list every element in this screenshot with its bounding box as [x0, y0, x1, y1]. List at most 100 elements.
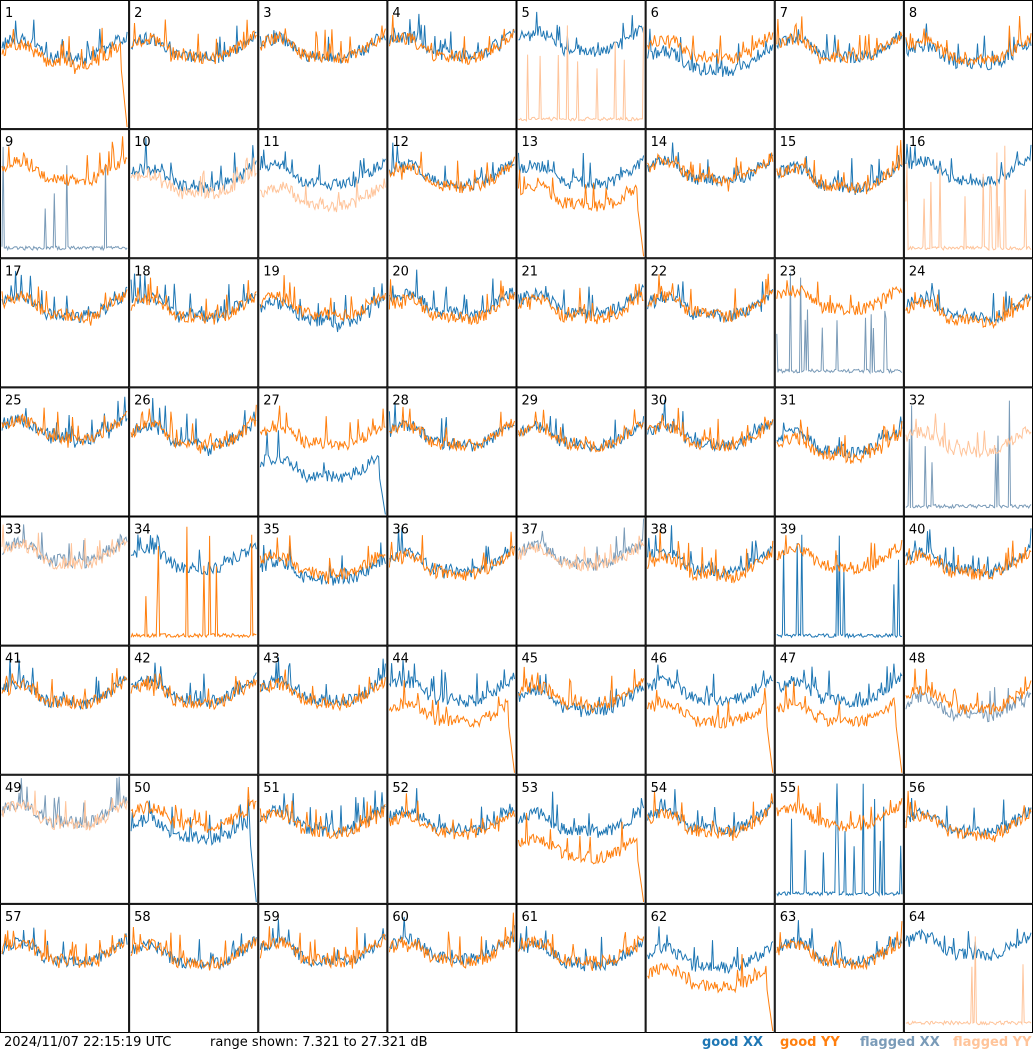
- series-yy-line: [388, 151, 515, 194]
- tile-number: 46: [651, 652, 668, 667]
- series-xx-line: [259, 430, 386, 515]
- tile-31: 31: [774, 387, 904, 517]
- tile-7: 7: [774, 0, 904, 130]
- series-xx-line: [259, 30, 386, 64]
- tile-number: 35: [263, 523, 280, 538]
- tile-8: 8: [903, 0, 1033, 130]
- tile-frame: [387, 0, 517, 130]
- tile-number: 31: [780, 393, 797, 408]
- tile-3: 3: [258, 0, 388, 130]
- tile-42: 42: [129, 645, 259, 775]
- tile-number: 20: [392, 264, 409, 279]
- tile-frame: [129, 903, 259, 1033]
- footer: 2024/11/07 22:15:19 UTC range shown: 7.3…: [0, 1033, 1033, 1053]
- tile-number: 12: [392, 135, 409, 150]
- tile-frame: [387, 258, 517, 388]
- tile-number: 28: [392, 393, 409, 408]
- tile-frame: [0, 387, 130, 517]
- series-yy-line: [518, 283, 644, 325]
- tile-number: 5: [522, 6, 530, 21]
- tile-20: 20: [387, 258, 517, 388]
- tile-number: 59: [263, 910, 280, 925]
- tile-1: 1: [0, 0, 130, 130]
- series-yy-line: [259, 926, 386, 969]
- tile-number: 4: [392, 6, 400, 21]
- series-yy-line: [905, 413, 1032, 459]
- series-yy-line: [259, 405, 386, 451]
- tile-frame: [387, 516, 517, 646]
- tile-number: 33: [5, 523, 22, 538]
- tile-number: 36: [392, 523, 409, 538]
- tile-10: 10: [129, 129, 259, 259]
- series-xx-line: [130, 138, 257, 193]
- series-yy-line: [647, 791, 774, 841]
- legend-flagged-yy: flagged YY: [953, 1035, 1032, 1050]
- series-yy-line: [905, 936, 1032, 1026]
- tile-40: 40: [903, 516, 1033, 646]
- tile-frame: [645, 774, 775, 904]
- tile-48: 48: [903, 645, 1033, 775]
- tile-number: 50: [134, 781, 151, 796]
- series-xx-line: [130, 273, 257, 324]
- tile-number: 54: [651, 781, 668, 796]
- tile-number: 23: [780, 264, 797, 279]
- series-yy-line: [647, 407, 774, 452]
- series-xx-line: [776, 783, 903, 897]
- tile-frame: [387, 387, 517, 517]
- tile-46: 46: [645, 645, 775, 775]
- tile-number: 27: [263, 393, 280, 408]
- tile-frame: [645, 129, 775, 259]
- series-xx-line: [776, 155, 903, 195]
- series-yy-line: [647, 273, 774, 323]
- tile-number: 30: [651, 393, 668, 408]
- series-yy-line: [1, 790, 128, 831]
- tile-frame: [903, 774, 1033, 904]
- series-yy-line: [1, 136, 128, 187]
- tile-63: 63: [774, 903, 904, 1033]
- series-yy-line: [647, 529, 774, 584]
- tile-32: 32: [903, 387, 1033, 517]
- series-yy-line: [130, 157, 257, 200]
- tile-47: 47: [774, 645, 904, 775]
- tile-33: 33: [0, 516, 130, 646]
- tile-58: 58: [129, 903, 259, 1033]
- tile-number: 34: [134, 523, 151, 538]
- tile-number: 49: [5, 781, 22, 796]
- tile-number: 1: [5, 6, 13, 21]
- tile-23: 23: [774, 258, 904, 388]
- tile-frame: [387, 903, 517, 1033]
- tile-41: 41: [0, 645, 130, 775]
- tile-frame: [645, 645, 775, 775]
- tile-number: 39: [780, 523, 797, 538]
- tile-19: 19: [258, 258, 388, 388]
- series-xx-line: [259, 149, 386, 192]
- series-yy-line: [905, 15, 1032, 66]
- tile-29: 29: [516, 387, 646, 517]
- tile-17: 17: [0, 258, 130, 388]
- tile-number: 44: [392, 652, 409, 667]
- series-xx-line: [130, 533, 257, 576]
- tile-frame: [258, 258, 388, 388]
- range-label: range shown: 7.321 to 27.321 dB: [210, 1035, 428, 1050]
- tile-number: 21: [522, 264, 539, 279]
- series-yy-line: [388, 14, 515, 66]
- tile-64: 64: [903, 903, 1033, 1033]
- series-yy-line: [259, 25, 386, 64]
- series-xx-line: [905, 143, 1032, 189]
- series-yy-line: [388, 680, 515, 773]
- series-yy-line: [130, 19, 257, 65]
- tile-24: 24: [903, 258, 1033, 388]
- tile-frame: [387, 645, 517, 775]
- series-yy-line: [518, 812, 645, 902]
- tile-number: 60: [392, 910, 409, 925]
- series-yy-line: [518, 932, 645, 971]
- tile-14: 14: [645, 129, 775, 259]
- tile-38: 38: [645, 516, 775, 646]
- series-xx-line: [776, 272, 903, 375]
- tile-frame: [258, 903, 388, 1033]
- series-yy-line: [259, 535, 386, 585]
- tile-16: 16: [903, 129, 1033, 259]
- tile-number: 41: [5, 652, 22, 667]
- tile-number: 7: [780, 6, 788, 21]
